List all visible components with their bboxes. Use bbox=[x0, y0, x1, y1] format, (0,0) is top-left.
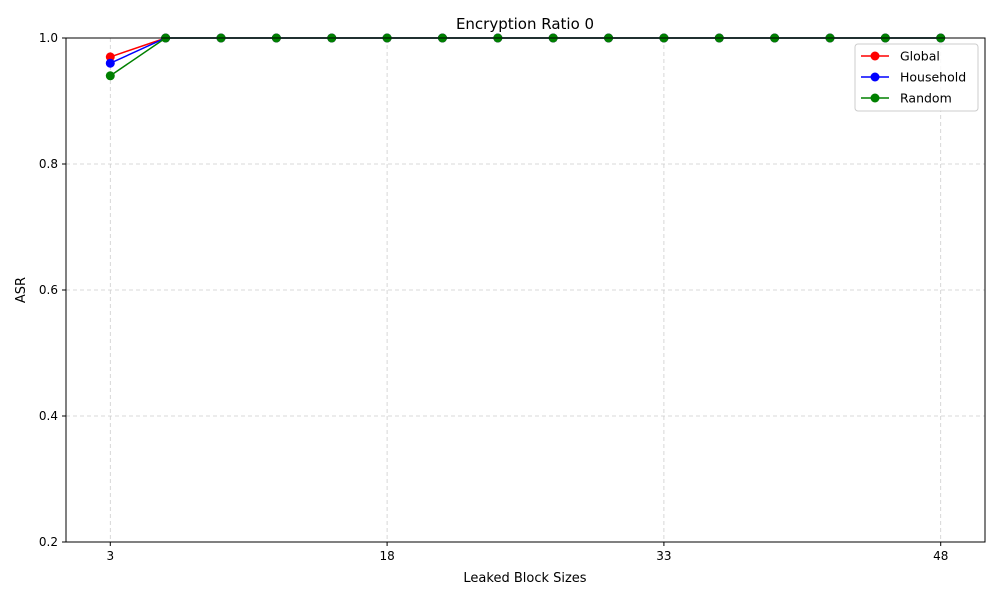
legend-box bbox=[854, 43, 979, 112]
legend: Global Household Random bbox=[854, 43, 979, 112]
y-tick-label: 0.6 bbox=[39, 283, 58, 297]
series-line-household bbox=[109, 37, 941, 64]
grid bbox=[66, 37, 985, 543]
legend-label-random: Random bbox=[900, 91, 952, 106]
data-point-global bbox=[105, 52, 115, 62]
data-point-random bbox=[105, 71, 115, 81]
data-point-household bbox=[105, 58, 115, 68]
y-tick-label: 0.2 bbox=[39, 535, 58, 549]
x-axis-label: Leaked Block Sizes bbox=[463, 571, 586, 586]
x-tick-label: 48 bbox=[933, 549, 948, 563]
series-line-global bbox=[110, 37, 941, 58]
y-tick-label: 0.4 bbox=[39, 409, 58, 423]
x-tick-label: 3 bbox=[106, 549, 114, 563]
chart-title: Encryption Ratio 0 bbox=[456, 15, 594, 33]
series-line-random bbox=[109, 37, 941, 77]
x-tick-label: 18 bbox=[379, 549, 394, 563]
legend-label-household: Household bbox=[900, 70, 966, 85]
legend-label-global: Global bbox=[900, 49, 940, 64]
plot-frame bbox=[65, 37, 986, 543]
legend-marker-global bbox=[870, 51, 880, 61]
series-layer bbox=[105, 33, 946, 81]
legend-marker-household bbox=[870, 72, 880, 82]
ticks: 3 18 33 48 0.2 0.4 0.6 0.8 1.0 bbox=[39, 31, 948, 563]
y-tick-label: 0.8 bbox=[39, 157, 58, 171]
y-tick-label: 1.0 bbox=[39, 31, 58, 45]
x-tick-label: 33 bbox=[656, 549, 671, 563]
legend-marker-random bbox=[870, 93, 880, 103]
y-axis-label: ASR bbox=[14, 277, 29, 303]
